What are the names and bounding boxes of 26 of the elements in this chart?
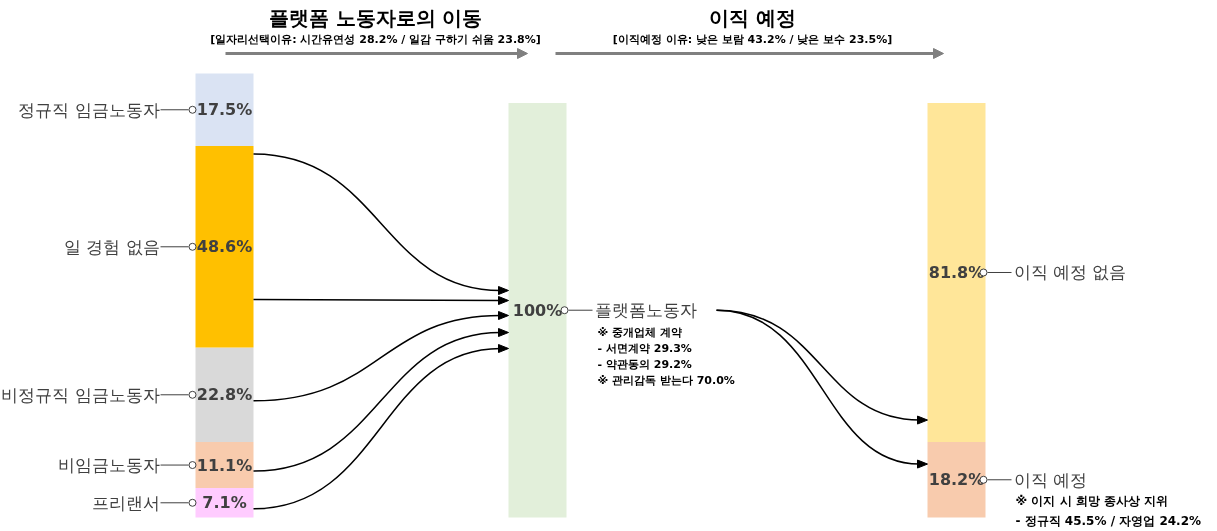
text: 비임금노동자 xyxy=(57,455,160,476)
annotation: - 정규직 45.5% / 자영업 24.2% xyxy=(1015,513,1202,528)
data-label: 7.1% xyxy=(202,493,247,513)
text: [일자리선택이유: 시간유연성 28.2% / 일감 구하기 쉬움 23.8%] xyxy=(210,33,541,46)
data-label: 11.1% xyxy=(196,455,253,475)
data-label: 17.5% xyxy=(196,100,253,120)
data-label: 18.2% xyxy=(928,470,985,490)
data-label: 48.6% xyxy=(196,237,253,257)
series-label: 이직 예정 xyxy=(1013,469,1087,490)
annotation: - 서면계약 29.3% xyxy=(597,341,692,355)
series-label: 플랫폼노동자 xyxy=(594,300,697,321)
text: 정규직 임금노동자 xyxy=(18,99,160,120)
annotation: ※ 관리감독 받는다 70.0% xyxy=(597,373,735,387)
text: 이직 예정 xyxy=(709,5,796,30)
text: 플랫폼 노동자로의 이동 xyxy=(268,5,483,30)
data-label: 81.8% xyxy=(928,262,985,282)
annotation: ※ 중개업체 계약 xyxy=(597,325,682,339)
text: 비정규직 임금노동자 xyxy=(1,384,160,405)
text: 프리랜서 xyxy=(91,492,160,513)
data-label: 100% xyxy=(512,300,563,320)
annotation: - 약관동의 29.2% xyxy=(597,357,692,371)
annotation: ※ 이지 시 희망 종사상 지위 xyxy=(1015,493,1169,508)
data-label: 22.8% xyxy=(196,385,253,405)
series-label: 이직 예정 없음 xyxy=(1013,262,1127,283)
text: 일 경험 없음 xyxy=(63,236,160,257)
text: [이직예정 이유: 낮은 보람 43.2% / 낮은 보수 23.5%] xyxy=(612,33,893,46)
